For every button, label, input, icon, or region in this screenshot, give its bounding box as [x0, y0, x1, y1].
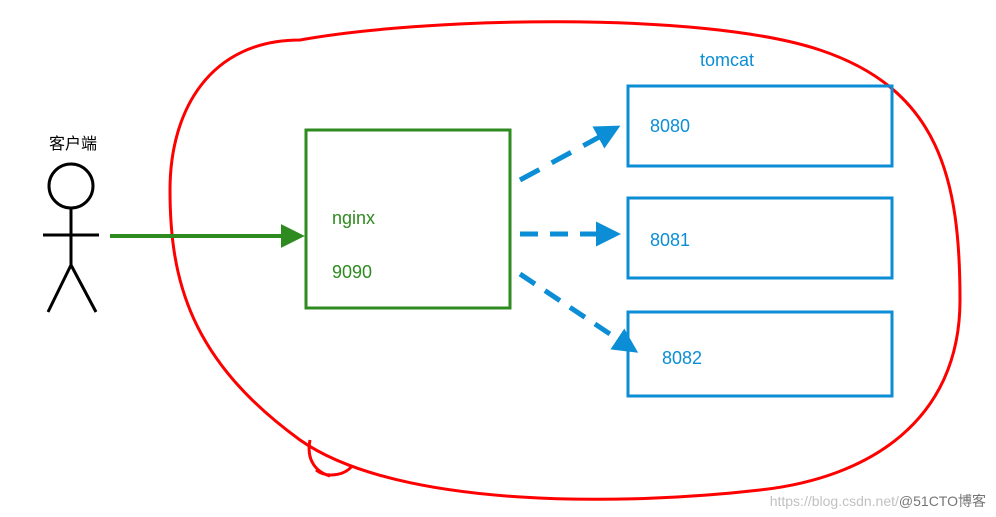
tomcat-port-label: 8082	[662, 348, 702, 369]
arrow-nginx-tomcat	[520, 128, 616, 180]
nginx-name-label: nginx	[332, 208, 375, 229]
nginx-port-label: 9090	[332, 262, 372, 283]
tomcat-group-label: tomcat	[700, 50, 754, 71]
arrows-nginx-tomcat	[520, 128, 634, 350]
watermark-faint: https://blog.csdn.net/	[770, 493, 899, 509]
server-boundary	[170, 22, 960, 500]
arrow-nginx-tomcat	[520, 274, 634, 350]
watermark-dark: @51CTO博客	[899, 493, 986, 509]
diagram-canvas	[0, 0, 996, 517]
client-figure	[43, 164, 99, 312]
tomcat-port-label: 8081	[650, 230, 690, 251]
watermark: https://blog.csdn.net/@51CTO博客	[770, 491, 986, 511]
client-label: 客户端	[49, 130, 97, 154]
tomcat-port-label: 8080	[650, 116, 690, 137]
